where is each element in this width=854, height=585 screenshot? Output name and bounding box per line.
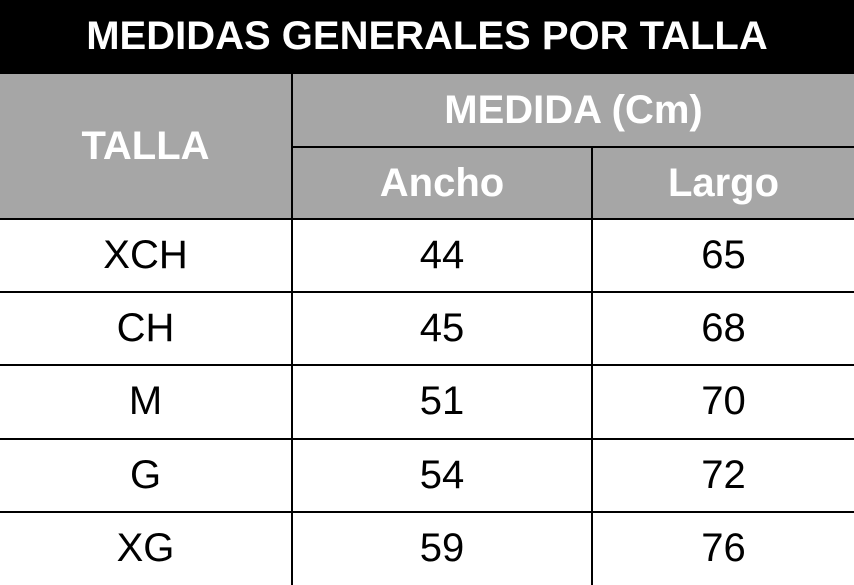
size-cell: CH: [0, 291, 293, 367]
size-column-header: TALLA: [0, 72, 293, 220]
length-column-header: Largo: [591, 146, 854, 220]
chart-title: MEDIDAS GENERALES POR TALLA: [0, 0, 854, 72]
table-row: XCH 44 65: [0, 217, 854, 294]
length-cell: 72: [591, 437, 854, 513]
size-cell: XG: [0, 510, 293, 585]
header-row-top: TALLA MEDIDA (Cm): [0, 72, 854, 220]
width-cell: 44: [291, 217, 593, 294]
width-column-header: Ancho: [292, 146, 593, 220]
width-cell: 51: [291, 364, 593, 440]
size-cell: M: [0, 364, 293, 440]
header-row-sub: Ancho Largo: [0, 146, 854, 220]
width-cell: 45: [291, 291, 593, 367]
width-cell: 54: [291, 437, 593, 513]
length-cell: 65: [591, 217, 854, 294]
size-cell: G: [0, 437, 293, 513]
measure-group-header: MEDIDA (Cm): [291, 72, 854, 148]
size-table: TALLA MEDIDA (Cm) Ancho Largo XCH 44 65 …: [0, 72, 854, 585]
table-row: M 51 70: [0, 364, 854, 440]
table-row: G 54 72: [0, 437, 854, 513]
table-row: XG 59 76: [0, 510, 854, 585]
length-cell: 68: [591, 291, 854, 367]
length-cell: 70: [591, 364, 854, 440]
size-cell: XCH: [0, 217, 293, 294]
length-cell: 76: [591, 510, 854, 585]
width-cell: 59: [291, 510, 593, 585]
table-row: CH 45 68: [0, 291, 854, 367]
